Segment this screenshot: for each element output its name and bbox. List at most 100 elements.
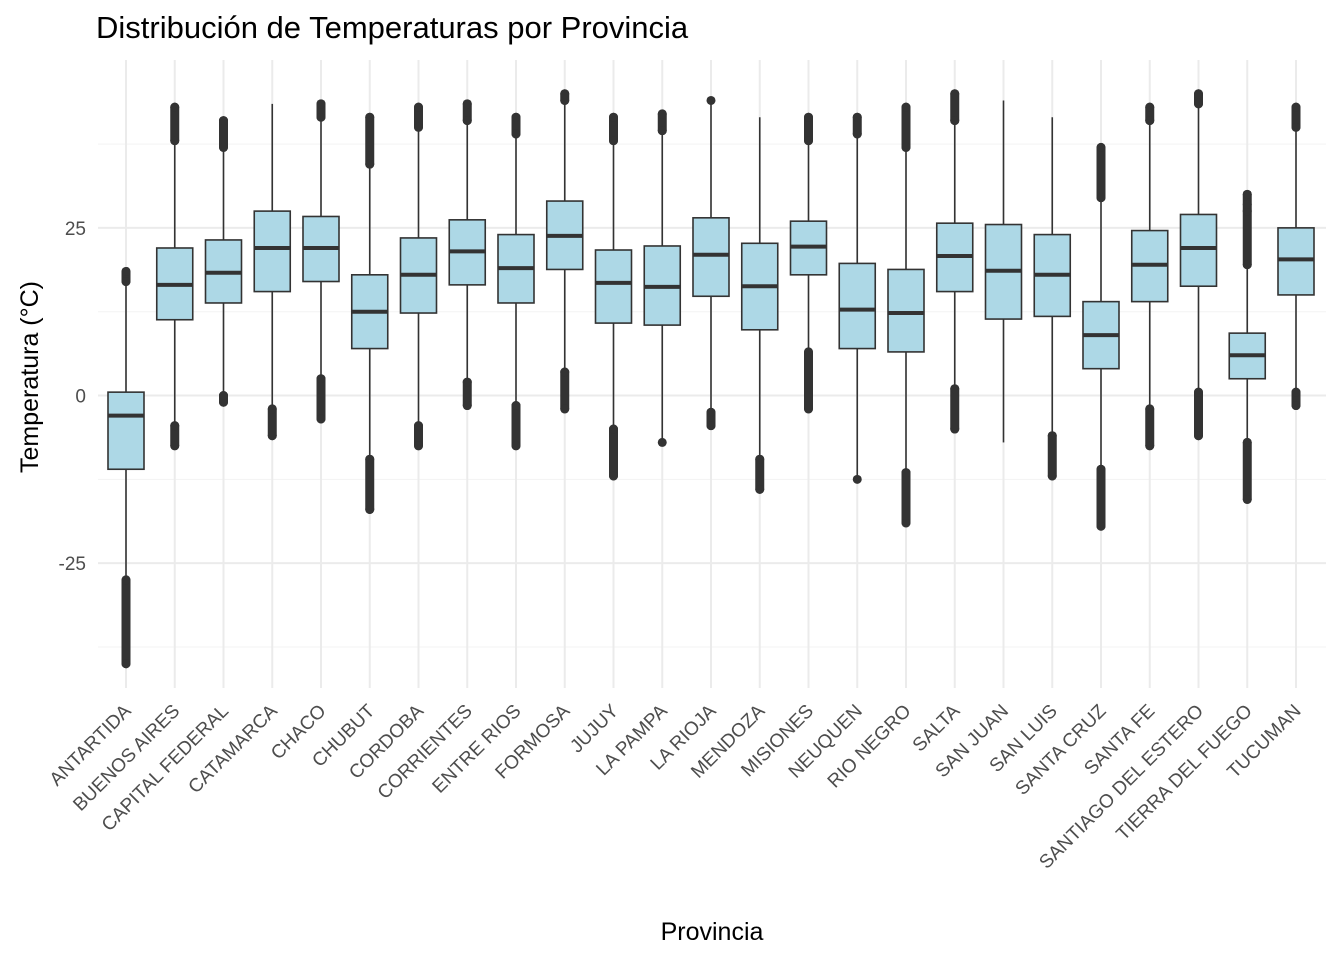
low-outlier-point (267, 404, 277, 414)
high-outlier-point (121, 266, 131, 276)
low-outlier-point (560, 367, 570, 377)
low-outlier-point (170, 421, 180, 431)
box-antartida (107, 266, 145, 669)
high-outlier-point (1242, 189, 1252, 199)
high-outlier-point (1242, 199, 1252, 209)
high-outlier-point (560, 89, 570, 99)
low-outlier-point (219, 391, 228, 400)
high-outlier-point (511, 129, 521, 139)
box-formosa (545, 89, 584, 414)
low-outlier-point (414, 441, 423, 451)
high-outlier-point (950, 89, 960, 99)
high-outlier-point (170, 102, 180, 112)
low-outlier-point (219, 397, 228, 407)
high-outlier-point (316, 99, 326, 109)
low-outlier-point (1194, 387, 1203, 397)
high-outlier-point (804, 136, 813, 146)
high-outlier-point (121, 277, 131, 287)
low-outlier-point (609, 424, 618, 434)
low-outlier-point (1291, 387, 1301, 397)
low-outlier-point (170, 441, 180, 451)
high-outlier-point (657, 126, 667, 136)
y-tick-label: 25 (65, 219, 86, 240)
box-corrientes (448, 99, 487, 411)
high-outlier-point (1291, 102, 1301, 112)
high-outlier-point (1096, 142, 1106, 152)
high-outlier-point (1291, 122, 1301, 132)
high-outlier-point (706, 95, 716, 105)
low-outlier-point (1047, 471, 1057, 481)
box-tucuman (1277, 102, 1315, 411)
high-outlier-point (852, 129, 862, 139)
gridlines (98, 60, 1326, 688)
box-capital-federal (204, 116, 243, 407)
high-outlier-point (462, 99, 472, 109)
iqr-box (594, 249, 633, 324)
high-outlier-point (901, 102, 911, 112)
box-chaco (302, 99, 340, 424)
high-outlier-point (219, 116, 228, 126)
low-outlier-point (414, 421, 423, 431)
low-outlier-point (950, 384, 960, 394)
box-santa-fe (1130, 102, 1169, 451)
box-la-pampa (643, 109, 682, 447)
low-outlier-point (1096, 464, 1106, 474)
low-outlier-point (1194, 431, 1203, 441)
box-la-rioja (692, 95, 730, 431)
iqr-box (692, 217, 730, 298)
y-tick-label: -25 (59, 554, 86, 575)
box-santiago-del-estero (1179, 89, 1218, 441)
high-outlier-point (609, 112, 618, 122)
high-outlier-point (1145, 116, 1155, 126)
low-outlier-point (121, 659, 131, 669)
box-rio-negro (887, 102, 925, 528)
low-outlier-point (706, 407, 716, 417)
low-outlier-point (1291, 401, 1301, 411)
low-outlier-point (609, 471, 618, 481)
box-santa-cruz (1082, 142, 1120, 531)
low-outlier-point (657, 437, 667, 447)
boxes (107, 89, 1315, 669)
low-outlier-point (706, 421, 716, 431)
low-outlier-point (365, 454, 375, 464)
box-catamarca (253, 103, 292, 441)
high-outlier-point (950, 116, 960, 126)
low-outlier-point (1242, 437, 1252, 447)
x-axis-title: Provincia (661, 918, 764, 946)
low-outlier-point (755, 454, 765, 464)
low-outlier-point (316, 414, 326, 424)
high-outlier-point (804, 112, 813, 122)
box-tierra-del-fuego (1228, 189, 1267, 504)
iqr-box (253, 210, 292, 293)
box-chubut (350, 112, 389, 514)
low-outlier-point (462, 377, 472, 387)
box-jujuy (594, 112, 633, 481)
high-outlier-point (1096, 193, 1106, 203)
low-outlier-point (121, 575, 131, 585)
low-outlier-point (267, 431, 277, 441)
box-san-luis (1033, 117, 1072, 481)
box-mendoza (740, 117, 779, 494)
low-outlier-point (804, 347, 813, 357)
high-outlier-point (1194, 99, 1203, 109)
high-outlier-point (365, 112, 375, 122)
iqr-box (887, 268, 925, 353)
high-outlier-point (657, 109, 667, 119)
high-outlier-point (1194, 89, 1203, 99)
box-neuquen (838, 112, 877, 484)
high-outlier-point (1145, 102, 1155, 112)
high-outlier-point (609, 136, 618, 146)
low-outlier-point (511, 401, 521, 411)
iqr-box (838, 262, 877, 350)
box-buenos-aires (155, 102, 194, 451)
high-outlier-point (316, 112, 326, 122)
box-entre-rios (497, 112, 535, 451)
low-outlier-point (804, 404, 813, 414)
low-outlier-point (852, 474, 862, 484)
high-outlier-point (414, 102, 423, 112)
y-axis-title: Temperatura (°C) (16, 281, 44, 473)
high-outlier-point (901, 142, 911, 152)
iqr-box (107, 391, 145, 471)
low-outlier-point (901, 518, 911, 528)
